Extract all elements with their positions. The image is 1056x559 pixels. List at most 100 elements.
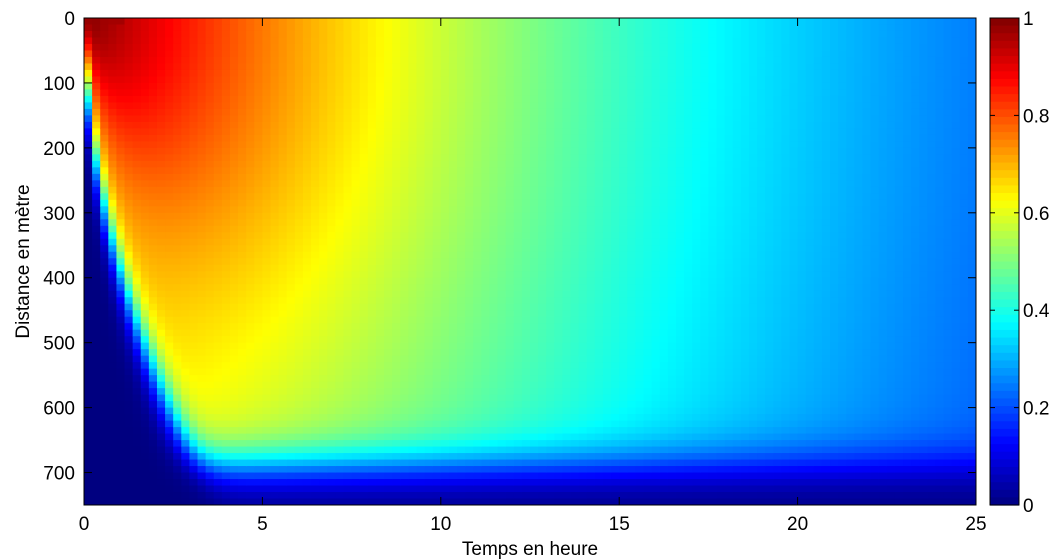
heatmap-cell (513, 394, 523, 402)
heatmap-cell (100, 128, 109, 136)
heatmap-cell (197, 43, 207, 52)
heatmap-cell (546, 115, 555, 123)
heatmap-cell (278, 355, 288, 363)
heatmap-cell (538, 245, 547, 253)
heatmap-cell (229, 446, 239, 454)
heatmap-cell (140, 303, 150, 311)
heatmap-cell (156, 206, 166, 214)
heatmap-cell (351, 141, 361, 149)
heatmap-cell (189, 297, 199, 305)
heatmap-cell (375, 173, 385, 181)
heatmap-cell (278, 284, 288, 292)
heatmap-cell (465, 225, 474, 233)
heatmap-cell (165, 479, 174, 487)
heatmap-cell (140, 186, 150, 194)
heatmap-cell (156, 271, 166, 279)
heatmap-cell (489, 349, 499, 357)
heatmap-cell (497, 63, 507, 71)
heatmap-cell (140, 232, 150, 240)
heatmap-cell (359, 349, 369, 357)
heatmap-cell (481, 63, 491, 71)
heatmap-cell (278, 297, 288, 305)
heatmap-cell (457, 147, 466, 155)
heatmap-cell (262, 186, 272, 194)
heatmap-cell (181, 362, 191, 370)
heatmap-cell (319, 414, 328, 422)
heatmap-cell (489, 89, 499, 97)
heatmap-cell (156, 277, 166, 285)
heatmap-cell (570, 310, 580, 318)
heatmap-cell (132, 264, 142, 272)
heatmap-cell (546, 63, 555, 71)
heatmap-cell (538, 56, 547, 65)
heatmap-cell (124, 219, 134, 227)
heatmap-cell (319, 323, 328, 331)
heatmap-cell (270, 492, 280, 500)
heatmap-cell (181, 485, 191, 493)
heatmap-cell (513, 297, 523, 305)
heatmap-cell (432, 173, 442, 181)
heatmap-cell (124, 375, 134, 383)
heatmap-cell (335, 30, 345, 39)
heatmap-cell (327, 193, 336, 201)
heatmap-cell (132, 245, 142, 253)
heatmap-cell (189, 349, 199, 357)
heatmap-cell (173, 258, 182, 266)
heatmap-cell (116, 388, 126, 396)
heatmap-cell (619, 121, 628, 129)
heatmap-cell (213, 453, 223, 461)
heatmap-cell (181, 472, 191, 480)
heatmap-cell (148, 245, 158, 253)
heatmap-cell (619, 284, 628, 292)
heatmap-cell (246, 453, 255, 461)
heatmap-cell (457, 381, 466, 389)
heatmap-cell (489, 56, 499, 65)
heatmap-cell (489, 63, 499, 71)
heatmap-cell (238, 225, 247, 233)
heatmap-cell (530, 108, 539, 116)
heatmap-cell (448, 232, 458, 240)
heatmap-cell (392, 407, 401, 415)
heatmap-cell (262, 427, 272, 435)
heatmap-cell (213, 134, 223, 142)
heatmap-cell (343, 401, 353, 409)
heatmap-cell (611, 498, 620, 505)
heatmap-cell (229, 199, 239, 207)
heatmap-cell (416, 440, 426, 448)
heatmap-cell (319, 388, 328, 396)
heatmap-cell (505, 121, 515, 129)
heatmap-cell (554, 407, 564, 415)
heatmap-cell (586, 225, 596, 233)
heatmap-cell (92, 492, 101, 500)
heatmap-cell (148, 264, 158, 272)
heatmap-cell (602, 43, 612, 52)
heatmap-cell (254, 349, 263, 357)
heatmap-cell (132, 290, 142, 298)
heatmap-cell (189, 284, 199, 292)
heatmap-cell (92, 232, 101, 240)
heatmap-cell (465, 271, 474, 279)
heatmap-cell (173, 199, 182, 207)
heatmap-cell (392, 303, 401, 311)
heatmap-cell (205, 492, 215, 500)
heatmap-cell (594, 167, 604, 175)
heatmap-cell (546, 82, 555, 91)
heatmap-cell (351, 89, 361, 97)
heatmap-cell (246, 128, 255, 136)
heatmap-cell (100, 95, 109, 104)
heatmap-cell (100, 453, 109, 461)
heatmap-cell (611, 284, 620, 292)
heatmap-cell (148, 147, 158, 155)
heatmap-cell (311, 128, 320, 136)
heatmap-cell (367, 407, 377, 415)
heatmap-cell (197, 414, 207, 422)
heatmap-cell (270, 323, 280, 331)
heatmap-cell (238, 258, 247, 266)
heatmap-cell (294, 277, 304, 285)
heatmap-cell (473, 394, 482, 402)
heatmap-cell (375, 206, 385, 214)
heatmap-cell (586, 154, 596, 162)
heatmap-cell (440, 186, 450, 194)
heatmap-cell (238, 95, 247, 104)
heatmap-cell (343, 251, 353, 259)
